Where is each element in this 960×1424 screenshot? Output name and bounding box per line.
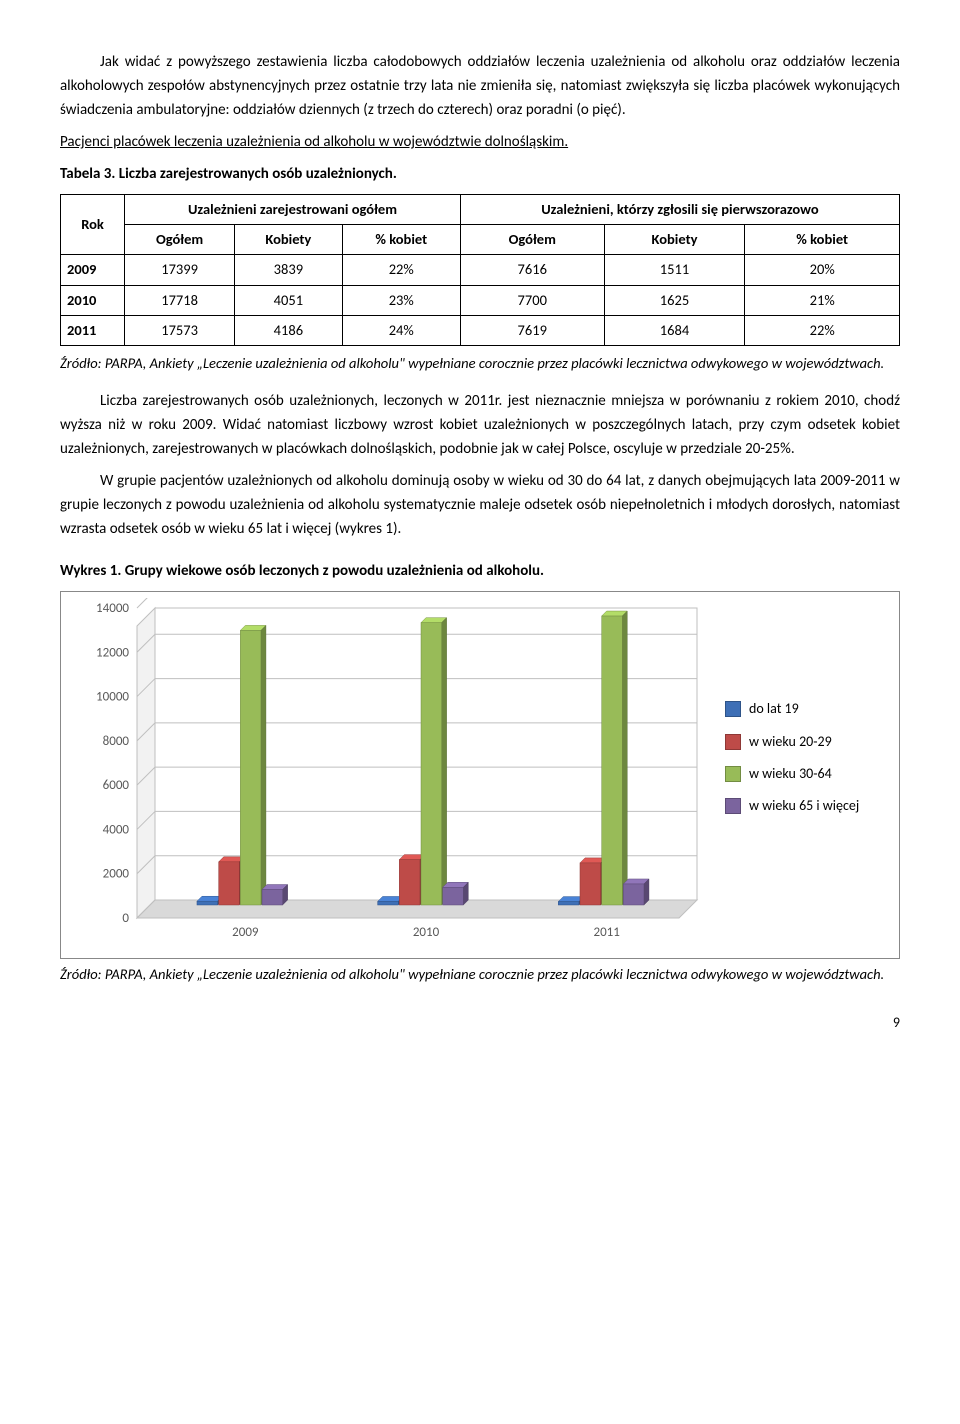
svg-text:0: 0 xyxy=(122,911,129,926)
svg-text:8000: 8000 xyxy=(103,734,130,749)
paragraph-3: W grupie pacjentów uzależnionych od alko… xyxy=(60,469,900,541)
table-row: 200917399383922%7616151120% xyxy=(61,255,900,285)
table-cell: 17399 xyxy=(125,255,235,285)
table-cell: 2011 xyxy=(61,315,125,345)
svg-text:6000: 6000 xyxy=(103,778,130,793)
svg-text:2009: 2009 xyxy=(232,925,259,940)
legend-item: w wieku 20-29 xyxy=(725,731,859,753)
svg-text:12000: 12000 xyxy=(96,645,129,660)
svg-text:4000: 4000 xyxy=(103,823,130,838)
th-registered: Uzależnieni zarejestrowani ogółem xyxy=(125,195,461,225)
legend-item: do lat 19 xyxy=(725,698,859,720)
table-cell: 20% xyxy=(745,255,900,285)
table-cell: 22% xyxy=(745,315,900,345)
th-firsttime: Uzależnieni, którzy zgłosili się pierwsz… xyxy=(460,195,899,225)
legend-label: w wieku 30-64 xyxy=(749,763,832,785)
table-cell: 7619 xyxy=(460,315,604,345)
table-source: Źródło: PARPA, Ankiety „Leczenie uzależn… xyxy=(60,352,900,375)
paragraph-intro: Jak widać z powyższego zestawienia liczb… xyxy=(60,50,900,122)
page-number: 9 xyxy=(60,1012,900,1034)
table-cell: 7616 xyxy=(460,255,604,285)
table-cell: 23% xyxy=(342,285,460,315)
th-ogolem-2: Ogółem xyxy=(460,225,604,255)
th-pct-1: % kobiet xyxy=(342,225,460,255)
th-rok: Rok xyxy=(61,195,125,255)
svg-text:14000: 14000 xyxy=(96,601,129,616)
legend-label: w wieku 65 i więcej xyxy=(749,795,859,817)
chart-container: 0 2000 4000 6000 8000 10000 12000 14000 2009 2010… xyxy=(60,591,900,959)
table-row: 201017718405123%7700162521% xyxy=(61,285,900,315)
bar-chart-svg: 0 2000 4000 6000 8000 10000 12000 14000 2009 2010… xyxy=(67,598,707,948)
table-registrations: Rok Uzależnieni zarejestrowani ogółem Uz… xyxy=(60,194,900,346)
legend-swatch xyxy=(725,701,741,717)
th-ogolem-1: Ogółem xyxy=(125,225,235,255)
legend-item: w wieku 65 i więcej xyxy=(725,795,859,817)
th-pct-2: % kobiet xyxy=(745,225,900,255)
legend-swatch xyxy=(725,798,741,814)
table-cell: 1684 xyxy=(604,315,745,345)
table3-title: Tabela 3. Liczba zarejestrowanych osób u… xyxy=(60,162,900,186)
table-cell: 4186 xyxy=(235,315,343,345)
table-cell: 24% xyxy=(342,315,460,345)
legend-swatch xyxy=(725,766,741,782)
legend-swatch xyxy=(725,734,741,750)
legend-item: w wieku 30-64 xyxy=(725,763,859,785)
svg-text:10000: 10000 xyxy=(96,690,129,705)
legend-label: w wieku 20-29 xyxy=(749,731,832,753)
table-cell: 21% xyxy=(745,285,900,315)
table-cell: 1625 xyxy=(604,285,745,315)
table-cell: 2010 xyxy=(61,285,125,315)
svg-text:2000: 2000 xyxy=(103,867,130,882)
table-cell: 3839 xyxy=(235,255,343,285)
para1-underline: Pacjenci placówek leczenia uzależnienia … xyxy=(60,130,900,154)
legend-label: do lat 19 xyxy=(749,698,799,720)
table-cell: 7700 xyxy=(460,285,604,315)
table-cell: 22% xyxy=(342,255,460,285)
table-cell: 1511 xyxy=(604,255,745,285)
table-cell: 2009 xyxy=(61,255,125,285)
svg-text:2011: 2011 xyxy=(593,925,619,940)
chart-source: Źródło: PARPA, Ankiety „Leczenie uzależn… xyxy=(60,963,900,986)
th-kobiety-2: Kobiety xyxy=(604,225,745,255)
chart-canvas: 0 2000 4000 6000 8000 10000 12000 14000 2009 2010… xyxy=(67,598,707,956)
paragraph-2: Liczba zarejestrowanych osób uzależniony… xyxy=(60,389,900,461)
table-cell: 17573 xyxy=(125,315,235,345)
chart-title: Wykres 1. Grupy wiekowe osób leczonych z… xyxy=(60,559,900,583)
table-cell: 17718 xyxy=(125,285,235,315)
table-row: 201117573418624%7619168422% xyxy=(61,315,900,345)
table-cell: 4051 xyxy=(235,285,343,315)
para1-text: Jak widać z powyższego zestawienia liczb… xyxy=(60,53,900,119)
th-kobiety-1: Kobiety xyxy=(235,225,343,255)
svg-text:2010: 2010 xyxy=(413,925,440,940)
chart-legend: do lat 19 w wieku 20-29 w wieku 30-64 w wie… xyxy=(725,688,859,828)
